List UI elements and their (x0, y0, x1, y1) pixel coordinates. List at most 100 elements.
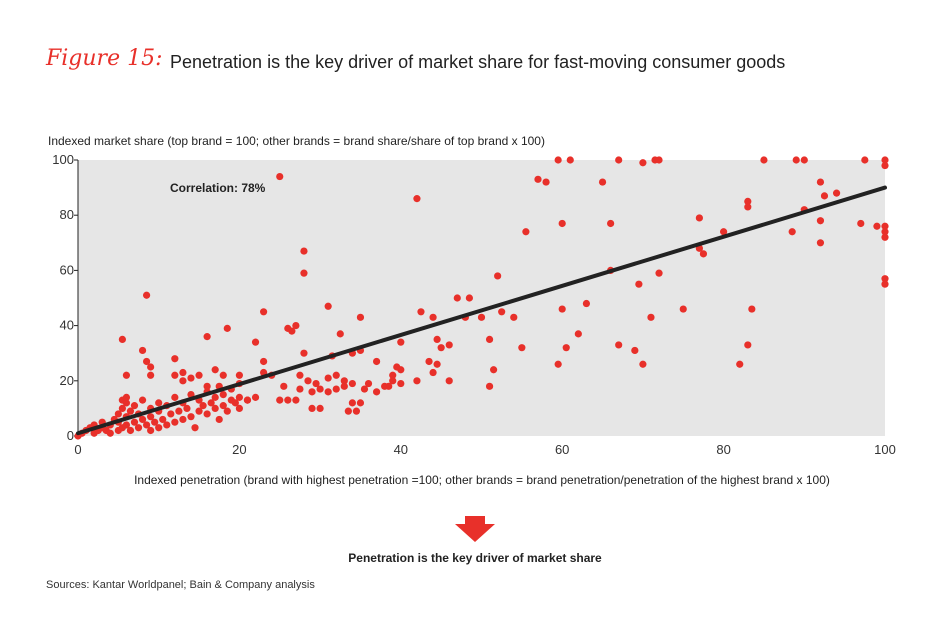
data-point (433, 335, 441, 343)
data-point (744, 197, 752, 205)
data-point (857, 219, 865, 228)
data-point (655, 156, 663, 164)
data-point (332, 385, 340, 393)
data-point (574, 330, 582, 338)
data-point (453, 294, 461, 302)
data-point (187, 413, 195, 421)
data-point (147, 371, 155, 379)
sources-note: Sources: Kantar Worldpanel; Bain & Compa… (46, 579, 315, 591)
data-point (736, 360, 744, 368)
data-point (163, 421, 171, 429)
data-point (126, 426, 135, 435)
data-point (195, 371, 203, 379)
data-point (235, 371, 243, 379)
data-point (130, 402, 139, 410)
data-point (114, 410, 122, 418)
data-point (522, 228, 530, 236)
y-tick-label: 80 (60, 207, 74, 222)
data-point (171, 393, 179, 401)
data-point (106, 429, 114, 437)
x-tick-label: 20 (232, 442, 246, 457)
data-point (615, 156, 623, 164)
data-point (820, 192, 829, 200)
data-point (179, 368, 187, 377)
data-point (251, 338, 260, 346)
y-tick-label: 0 (67, 428, 74, 443)
data-point (607, 219, 615, 228)
data-point (832, 189, 841, 197)
data-point (695, 214, 703, 222)
data-point (304, 377, 312, 385)
data-point (881, 275, 889, 283)
data-point (465, 294, 473, 302)
takeaway-text: Penetration is the key driver of market … (348, 551, 602, 565)
data-point (397, 366, 405, 374)
data-point (340, 382, 348, 390)
data-points (74, 156, 889, 440)
data-point (118, 335, 126, 343)
x-tick-label: 0 (74, 442, 81, 457)
y-axis: 0 20 40 60 80 100 (52, 152, 79, 443)
data-point (558, 305, 566, 313)
data-point (211, 404, 219, 412)
data-point (187, 374, 195, 382)
data-point (203, 410, 211, 418)
data-point (207, 399, 215, 407)
data-point (183, 404, 191, 412)
data-point (292, 396, 300, 404)
data-point (881, 228, 889, 236)
data-point (171, 355, 179, 363)
data-point (159, 415, 167, 424)
data-point (720, 228, 728, 236)
data-point (324, 388, 332, 396)
data-point (179, 415, 187, 424)
data-point (300, 269, 308, 277)
data-point (356, 399, 365, 407)
data-point (445, 341, 453, 349)
data-point (219, 402, 227, 410)
data-point (155, 399, 163, 407)
data-point (336, 330, 344, 338)
data-point (397, 338, 405, 346)
data-point (211, 366, 219, 374)
data-point (598, 178, 607, 186)
data-point (344, 407, 352, 415)
data-point (477, 313, 486, 321)
data-point (744, 341, 752, 349)
data-point (203, 382, 211, 390)
data-point (122, 371, 131, 379)
data-point (308, 404, 316, 412)
data-point (788, 228, 796, 236)
data-point (179, 377, 187, 385)
data-point (130, 418, 139, 426)
data-point (142, 421, 151, 429)
data-point (332, 371, 340, 379)
data-point (203, 333, 211, 341)
data-point (425, 357, 433, 366)
data-point (429, 313, 437, 321)
data-point (191, 424, 199, 432)
data-point (397, 379, 405, 388)
data-point (316, 385, 324, 393)
data-point (175, 407, 183, 415)
data-point (138, 415, 147, 424)
data-point (498, 308, 506, 316)
data-point (389, 371, 397, 379)
data-point (364, 379, 373, 388)
data-point (881, 161, 889, 170)
data-point (744, 203, 752, 211)
data-point (284, 396, 292, 404)
data-point (171, 371, 179, 379)
data-point (147, 426, 155, 435)
data-point (554, 360, 562, 368)
x-tick-label: 80 (716, 442, 730, 457)
data-point (360, 385, 369, 393)
x-tick-label: 40 (394, 442, 408, 457)
data-point (816, 217, 825, 225)
data-point (562, 344, 570, 352)
x-tick-label: 60 (555, 442, 569, 457)
data-point (554, 156, 562, 164)
data-point (296, 385, 304, 393)
data-point (118, 404, 126, 412)
data-point (280, 382, 288, 390)
